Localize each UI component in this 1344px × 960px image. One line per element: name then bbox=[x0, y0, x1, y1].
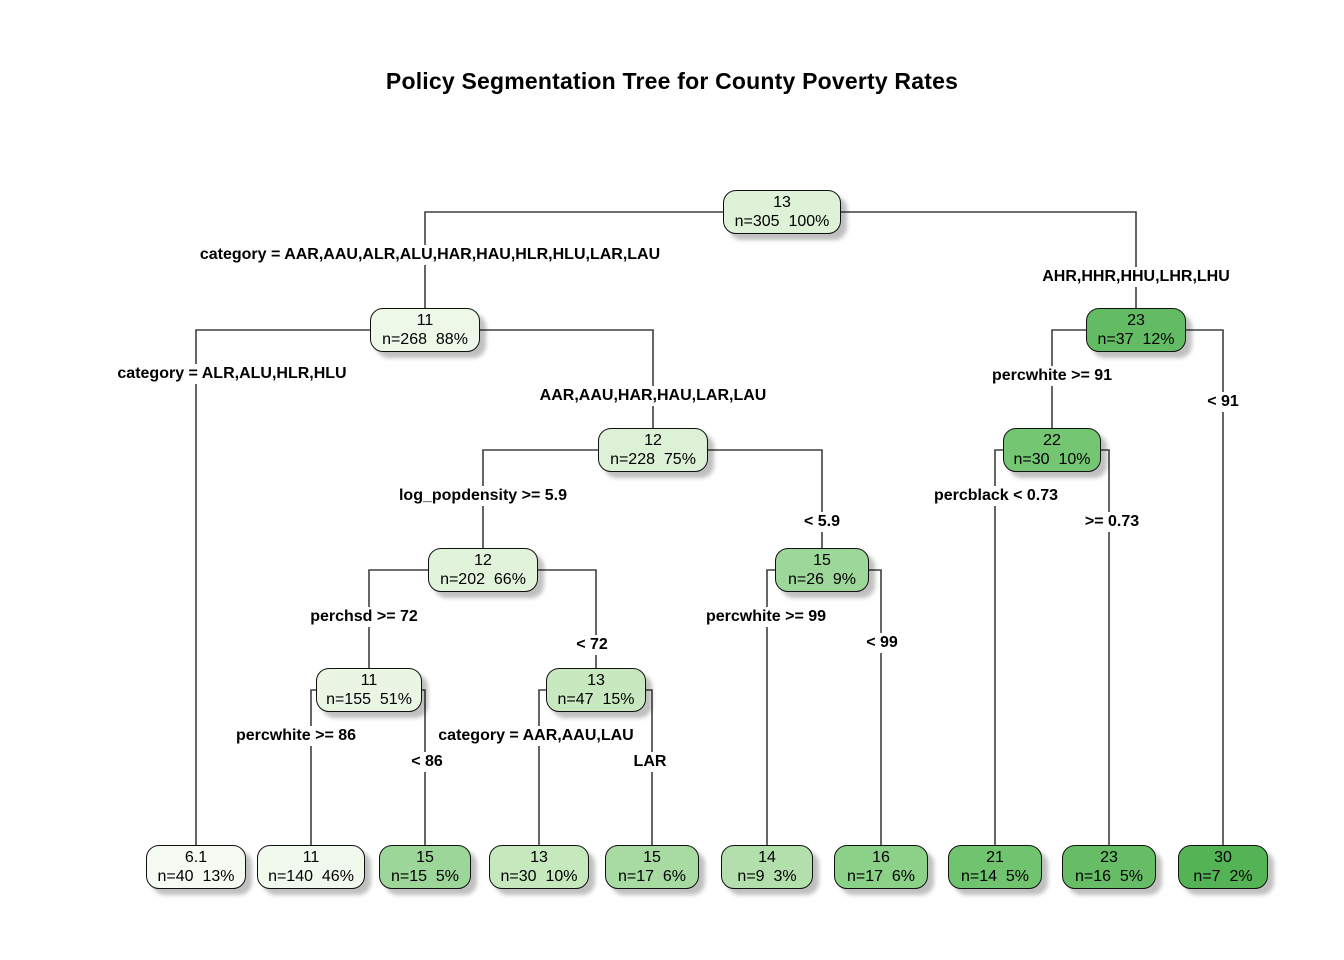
split-label: AAR,AAU,HAR,HAU,LAR,LAU bbox=[535, 386, 771, 406]
split-label: percblack < 0.73 bbox=[929, 486, 1063, 506]
node-stats: n=17 6% bbox=[846, 868, 916, 885]
split-label: category = AAR,AAU,LAU bbox=[434, 726, 638, 746]
node-stats: n=37 12% bbox=[1097, 331, 1175, 348]
node-value: 11 bbox=[302, 848, 320, 866]
edge-23-37-to-leaf-30 bbox=[1186, 329, 1224, 845]
node-stats: n=140 46% bbox=[268, 868, 354, 885]
tree-node-leaf-13: 13 n=30 10% bbox=[489, 845, 589, 889]
split-label: AHR,HHR,HHU,LHR,LHU bbox=[1038, 267, 1234, 287]
tree-node-15-26: 15 n=26 9% bbox=[775, 548, 869, 592]
node-stats: n=305 100% bbox=[734, 213, 830, 230]
split-label: < 5.9 bbox=[799, 512, 845, 532]
edge-12-202-to-11-155 bbox=[368, 569, 428, 668]
split-label: LAR bbox=[629, 752, 671, 772]
edge-13-47-to-leaf-15b bbox=[646, 689, 653, 845]
node-stats: n=40 13% bbox=[157, 868, 235, 885]
tree-node-leaf-16: 16 n=17 6% bbox=[834, 845, 928, 889]
node-stats: n=47 15% bbox=[557, 691, 635, 708]
tree-node-13-47: 13 n=47 15% bbox=[546, 668, 646, 712]
tree-node-leaf-23: 23 n=16 5% bbox=[1062, 845, 1156, 889]
tree-node-leaf-6.1: 6.1 n=40 13% bbox=[146, 845, 246, 889]
split-label: percwhite >= 99 bbox=[701, 607, 831, 627]
tree-node-leaf-11: 11 n=140 46% bbox=[257, 845, 365, 889]
edge-22-30-to-leaf-21 bbox=[994, 449, 1003, 845]
node-stats: n=15 5% bbox=[390, 868, 460, 885]
node-value: 22 bbox=[1043, 431, 1061, 449]
node-value: 12 bbox=[644, 431, 662, 449]
tree-node-leaf-14: 14 n=9 3% bbox=[721, 845, 813, 889]
edge-12-228-to-12-202 bbox=[482, 449, 598, 548]
tree-node-12-228: 12 n=228 75% bbox=[598, 428, 708, 472]
edge-11-268-to-12-228 bbox=[480, 329, 654, 428]
node-stats: n=30 10% bbox=[500, 868, 578, 885]
node-value: 11 bbox=[416, 311, 434, 329]
node-value: 6.1 bbox=[184, 848, 208, 866]
node-value: 21 bbox=[986, 848, 1004, 866]
tree-node-leaf-21: 21 n=14 5% bbox=[948, 845, 1042, 889]
split-label: < 86 bbox=[407, 752, 447, 772]
node-stats: n=268 88% bbox=[382, 331, 468, 348]
split-label: < 72 bbox=[572, 635, 612, 655]
node-stats: n=16 5% bbox=[1074, 868, 1144, 885]
edge-root-13-to-11-268 bbox=[424, 211, 723, 308]
tree-node-leaf-30: 30 n=7 2% bbox=[1178, 845, 1268, 889]
node-value: 12 bbox=[474, 551, 492, 569]
edge-root-13-to-23-37 bbox=[841, 211, 1137, 308]
split-label: < 91 bbox=[1203, 392, 1243, 412]
node-value: 16 bbox=[872, 848, 890, 866]
tree-node-22-30: 22 n=30 10% bbox=[1003, 428, 1101, 472]
edge-15-26-to-leaf-16 bbox=[869, 569, 882, 845]
edge-23-37-to-22-30 bbox=[1051, 329, 1086, 428]
node-value: 15 bbox=[813, 551, 831, 569]
edge-15-26-to-leaf-14 bbox=[766, 569, 775, 845]
node-value: 15 bbox=[643, 848, 661, 866]
split-label: perchsd >= 72 bbox=[306, 607, 422, 627]
node-stats: n=9 3% bbox=[737, 868, 797, 885]
edge-22-30-to-leaf-23 bbox=[1101, 449, 1110, 845]
node-stats: n=228 75% bbox=[610, 451, 696, 468]
edge-11-155-to-leaf-15a bbox=[422, 689, 426, 845]
tree-node-leaf-15b: 15 n=17 6% bbox=[605, 845, 699, 889]
split-label: >= 0.73 bbox=[1080, 512, 1144, 532]
split-label: percwhite >= 91 bbox=[987, 366, 1117, 386]
tree-node-11-155: 11 n=155 51% bbox=[316, 668, 422, 712]
node-value: 30 bbox=[1214, 848, 1232, 866]
split-label: category = ALR,ALU,HLR,HLU bbox=[113, 364, 351, 384]
tree-node-root-13: 13 n=305 100% bbox=[723, 190, 841, 234]
edge-11-155-to-leaf-11 bbox=[310, 689, 316, 845]
node-value: 15 bbox=[416, 848, 434, 866]
node-value: 13 bbox=[773, 193, 791, 211]
edge-13-47-to-leaf-13 bbox=[538, 689, 546, 845]
edge-11-268-to-leaf-6.1 bbox=[195, 329, 370, 845]
split-label: < 99 bbox=[862, 633, 902, 653]
node-value: 13 bbox=[587, 671, 605, 689]
node-stats: n=26 9% bbox=[787, 571, 857, 588]
tree-node-23-37: 23 n=37 12% bbox=[1086, 308, 1186, 352]
split-label: log_popdensity >= 5.9 bbox=[394, 486, 572, 506]
edge-12-228-to-15-26 bbox=[708, 449, 823, 548]
split-label: category = AAR,AAU,ALR,ALU,HAR,HAU,HLR,H… bbox=[195, 245, 665, 265]
node-stats: n=155 51% bbox=[326, 691, 412, 708]
tree-node-11-268: 11 n=268 88% bbox=[370, 308, 480, 352]
tree-node-leaf-15a: 15 n=15 5% bbox=[379, 845, 471, 889]
node-stats: n=202 66% bbox=[440, 571, 526, 588]
node-value: 11 bbox=[360, 671, 378, 689]
node-stats: n=17 6% bbox=[617, 868, 687, 885]
node-value: 23 bbox=[1100, 848, 1118, 866]
chart-title: Policy Segmentation Tree for County Pove… bbox=[385, 68, 959, 94]
tree-node-12-202: 12 n=202 66% bbox=[428, 548, 538, 592]
node-stats: n=30 10% bbox=[1013, 451, 1091, 468]
node-value: 14 bbox=[758, 848, 776, 866]
node-value: 13 bbox=[530, 848, 548, 866]
node-value: 23 bbox=[1127, 311, 1145, 329]
node-stats: n=14 5% bbox=[960, 868, 1030, 885]
split-label: percwhite >= 86 bbox=[231, 726, 361, 746]
node-stats: n=7 2% bbox=[1193, 868, 1253, 885]
